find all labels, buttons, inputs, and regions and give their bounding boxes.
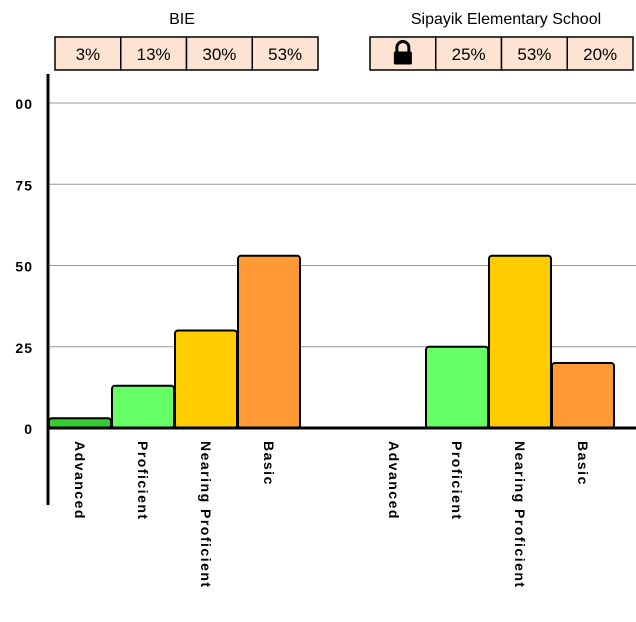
bar-bie-nearing-proficient [174,329,238,429]
percent-cell [500,36,568,71]
percent-label: 13% [137,45,171,64]
bars [48,254,615,429]
percent-cell [566,36,634,71]
percent-cell [120,36,188,71]
category-label: Basic [261,441,277,486]
percent-label: 30% [202,45,236,64]
group-title: Sipayik Elementary School [411,11,601,28]
category-label: Advanced [386,441,402,520]
category-label: Basic [575,441,591,486]
bar-sipayik-elementary-school-basic [551,362,615,429]
category-label: Advanced [72,441,88,520]
bar-bie-proficient [111,384,175,429]
category-label: Proficient [135,441,151,521]
bar-sipayik-elementary-school-proficient [425,345,489,429]
percent-cell [251,36,319,71]
bar-bie-basic [237,254,301,429]
bar-sipayik-elementary-school-nearing-proficient [488,254,552,429]
category-label: Proficient [449,441,465,521]
category-label: Nearing Proficient [512,441,528,589]
category-label: Nearing Proficient [198,441,214,589]
percent-label: 20% [583,45,617,64]
group-title: BIE [169,11,195,28]
percent-label: 53% [517,45,551,64]
percent-label: 3% [76,45,101,64]
percent-label: 53% [268,45,302,64]
y-tick-label: 25 [15,340,33,356]
y-tick-label: 00 [15,96,33,112]
axes: 0 25 50 75 00 [15,74,636,505]
percent-label: 25% [452,45,486,64]
percent-cell [185,36,253,71]
y-tick-label: 50 [15,259,33,275]
header-tables: BIE 3% 13% 30% 53% Sipayik Elementary School 2… [54,11,634,71]
percent-cell [54,36,122,71]
category-labels: Advanced Proficient Nearing Proficient Basi… [72,441,591,589]
percent-cell [435,36,503,71]
lock-icon [393,40,412,65]
y-tick-label: 0 [24,421,33,437]
y-tick-label: 75 [15,177,33,193]
